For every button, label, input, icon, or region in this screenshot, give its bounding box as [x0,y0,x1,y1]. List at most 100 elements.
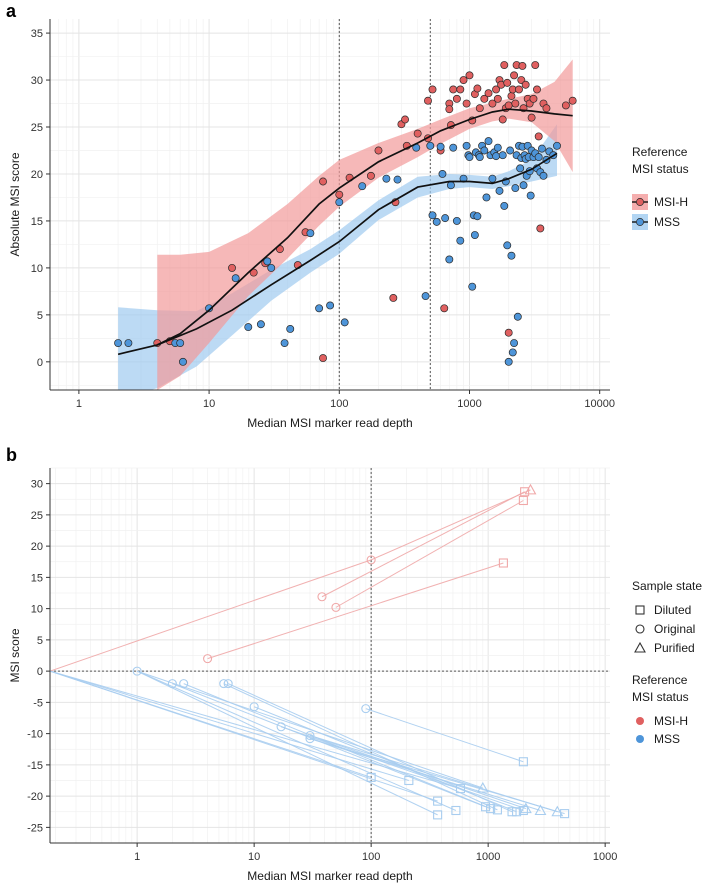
data-point-mss-circle [249,702,259,712]
legend-label-mss: MSS [654,215,680,229]
data-point-mss [176,339,185,347]
data-point-mss [493,143,502,152]
data-point-msi-h [473,84,482,93]
y-tick-label: 5 [37,310,43,322]
data-point-msi-h [366,171,375,180]
x-tick-label: 1000 [457,398,481,410]
data-point-msi-h [534,132,543,141]
data-point-mss [470,231,479,239]
data-point-mss [526,191,535,200]
data-point-mss [473,212,482,221]
data-point-mss [508,348,517,357]
y-tick-label: 5 [37,635,43,647]
legend-label-purified: Purified [654,641,695,655]
panel-a-marks [114,19,577,390]
x-tick-label: 1000 [476,851,500,863]
data-point-mss [179,357,187,366]
data-point-mss [507,251,516,260]
data-point-mss [511,184,520,193]
data-point-mss [516,164,525,173]
legend-key-square [635,605,645,615]
data-point-mss-square [451,805,461,816]
data-point-msi-h [374,146,383,155]
x-tick-label: 100 [362,851,380,863]
data-point-mss-circle [361,704,371,714]
data-point-mss [465,153,474,162]
data-point-mss [495,186,504,195]
y-tick-label: -5 [33,697,43,709]
data-point-msi-h [561,101,570,110]
legend-title: Reference [632,673,688,687]
fit-line-msi-h [156,108,573,346]
trajectory-line-mss [365,708,524,763]
data-point-mss [504,357,513,366]
data-point-msi-h-square [498,558,508,568]
data-point-mss [438,170,447,178]
legend-key-point [636,198,644,206]
legend-label-mss: MSS [654,732,680,746]
legend-key-point [636,717,644,725]
data-point-msi-h [459,76,468,85]
panel-a-letter: a [6,1,17,21]
data-point-mss-circle [276,722,286,732]
data-point-mss [114,339,123,347]
panel-b-axes: 1 10 100 1000 1000 -25 -20 -15 -10 -5 0 5 10 15 20 25 30 [27,468,617,863]
data-point-msi-h [465,71,474,80]
data-point-msi-h-circle [331,602,341,612]
data-point-mss [421,292,430,301]
data-point-mss-square [518,757,528,767]
data-point-mss [452,216,461,225]
data-point-mss-square [486,804,496,814]
y-tick-label: 20 [31,541,43,553]
data-point-mss [519,181,528,190]
panel-b-marks [50,468,610,843]
data-point-mss-circle [219,679,229,689]
data-point-msi-h [475,104,484,113]
data-point-mss-triangle [519,802,532,814]
data-point-mss [256,320,265,329]
data-point-msi-h [492,85,501,94]
data-point-mss [456,236,465,245]
data-point-msi-h-circle [366,555,376,565]
data-point-msi-h [445,105,454,114]
data-point-msi-h-square [520,487,530,497]
data-point-msi-h [401,115,410,124]
panel-a-plot-area [114,19,577,390]
data-point-mss-square [404,775,414,786]
trajectory-line-mss [223,683,498,811]
data-point-msi-h-square [518,495,528,506]
data-point-mss [358,182,367,191]
y-tick-label: 35 [31,28,43,40]
legend-key-triangle [634,641,646,653]
y-tick-label: 10 [31,604,43,616]
data-point-msi-h [389,294,398,302]
data-point-msi-h [527,113,536,122]
data-point-msi-h [413,129,422,138]
data-point-mss [503,241,512,250]
data-point-msi-h [480,94,489,103]
data-point-msi-h [568,96,577,105]
data-point-mss [480,146,489,155]
x-tick-label: 100 [330,398,348,410]
data-point-msi-h-circle [317,592,327,602]
legend-title: Reference [632,145,688,159]
data-point-mss [449,143,458,152]
data-point-mss [484,137,493,146]
legend-label-msi-h: MSI-H [654,195,688,209]
data-point-mss-triangle [551,805,564,817]
fit-line-mss [117,152,558,356]
data-point-mss-square [518,805,528,816]
data-point-mss-circle [305,730,315,741]
panel-b: b 1 10 100 1000 1000 -25 -20 -15 -10 -5 0 5 10 15 20 25… [6,445,702,883]
data-point-mss [436,142,445,151]
x-tick-label: 1 [76,398,82,410]
legend-label-diluted: Diluted [654,603,691,617]
x-tick-label: 10000 [584,398,615,410]
data-point-mss [488,174,497,183]
y-tick-label: 25 [31,122,43,134]
data-point-mss [432,217,441,226]
data-point-mss [500,201,509,210]
data-point-mss [124,339,133,347]
data-point-mss-square [433,796,443,806]
data-point-mss [428,211,437,220]
